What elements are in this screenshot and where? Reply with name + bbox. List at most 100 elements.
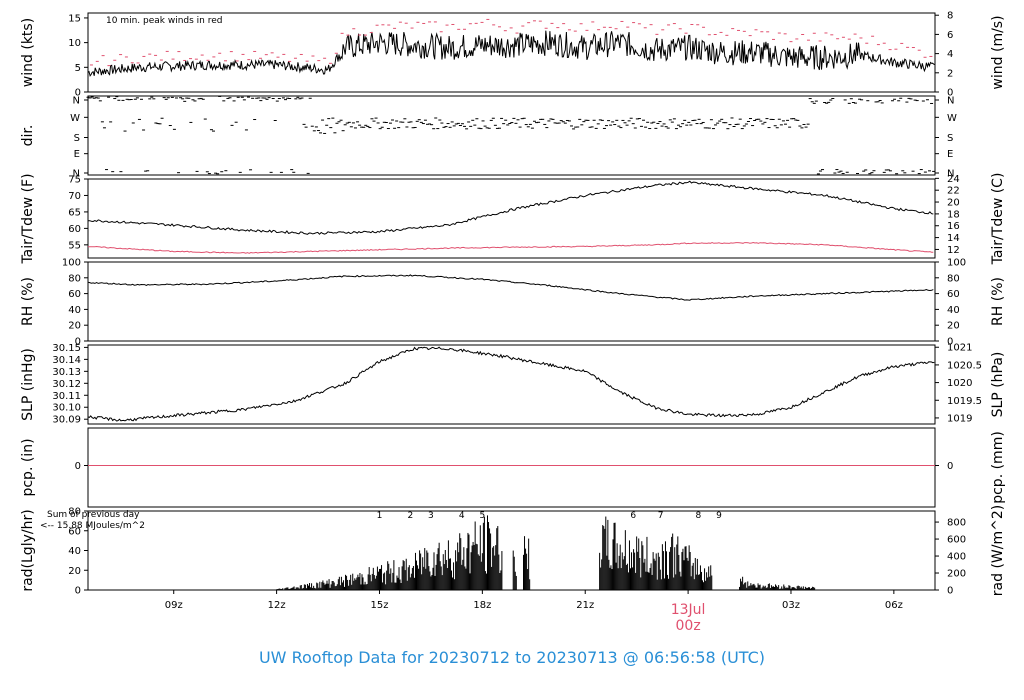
y-tick-label-right: 800 [947, 518, 966, 529]
y-tick-label-left: 80 [68, 273, 81, 284]
y-tick-label-right: 18 [947, 209, 960, 220]
y-tick-label-right: 400 [947, 552, 966, 563]
y-tick-label-right: N [947, 96, 954, 107]
y-tick-label-right: 200 [947, 569, 966, 580]
y-axis-label-right: wind (m/s) [990, 15, 1006, 89]
y-axis-label-left: pcp. (in) [20, 438, 36, 496]
y-tick-label-left: 70 [68, 191, 81, 202]
y-tick-label-right: S [947, 133, 953, 144]
x-tick-label: 21z [576, 600, 594, 611]
y-tick-label-left: 100 [62, 258, 81, 269]
x-tick-label: 03z [782, 600, 800, 611]
y-tick-label-left: 20 [68, 566, 81, 577]
y-axis-label-right: pcp. (mm) [990, 431, 1006, 504]
panel-frame [87, 427, 936, 508]
rad-marker-label: 1 [377, 511, 383, 521]
rad-marker-label: 4 [459, 511, 465, 521]
y-tick-label-left: 10 [68, 38, 81, 49]
y-axis-label-left: SLP (inHg) [20, 348, 36, 421]
y-axis-label-left: RH (%) [20, 277, 36, 326]
dewpoint-line [87, 241, 934, 254]
panel-frame [87, 95, 936, 176]
y-axis-label-left: wind (kts) [20, 18, 36, 87]
y-tick-label-left: 30.14 [52, 355, 81, 366]
y-tick-label-left: 20 [68, 321, 81, 332]
y-tick-label-right: 600 [947, 535, 966, 546]
y-axis-label-right: SLP (hPa) [990, 352, 1006, 418]
y-axis-label-left: rad(Lgly/hr) [20, 509, 36, 591]
y-tick-label-left: N [73, 96, 80, 107]
y-tick-label-right: N [947, 169, 954, 180]
y-tick-label-left: 55 [68, 240, 81, 251]
pressure-line [87, 346, 935, 422]
y-tick-label-right: 100 [947, 258, 966, 269]
y-axis-label-left: Tair/Tdew (F) [20, 173, 36, 264]
y-tick-label-left: 60 [68, 526, 81, 537]
x-tick-label: 09z [165, 600, 183, 611]
y-tick-label-right: 20 [947, 321, 960, 332]
y-axis-label-right: RH (%) [990, 277, 1006, 326]
y-tick-label-left: 5 [75, 63, 81, 74]
y-tick-label-right: W [947, 113, 957, 124]
y-tick-label-left: 40 [68, 305, 81, 316]
rad-marker-label: 7 [658, 511, 664, 521]
y-tick-label-left: 60 [68, 224, 81, 235]
panel-frame [87, 261, 936, 342]
rad-marker-label: 2 [407, 511, 413, 521]
y-tick-label-left: 0 [75, 88, 81, 99]
y-tick-label-right: 1020.5 [947, 360, 982, 371]
peak-wind-note: 10 min. peak winds in red [106, 16, 223, 26]
x-date-label-hour: 00z [676, 618, 701, 634]
rad-annotation-line1: Sum of previous day [47, 510, 140, 520]
y-tick-label-left: W [70, 113, 80, 124]
y-tick-label-right: 2 [947, 68, 953, 79]
y-tick-label-left: 80 [68, 507, 81, 518]
y-tick-label-left: N [73, 169, 80, 180]
y-tick-label-right: 40 [947, 305, 960, 316]
air-temperature-line [87, 180, 934, 235]
y-tick-label-right: 4 [947, 49, 953, 60]
y-tick-label-right: 60 [947, 289, 960, 300]
x-tick-label: 06z [885, 600, 903, 611]
y-axis-label-right: Tair/Tdew (C) [990, 173, 1006, 266]
x-tick-label: 15z [370, 600, 388, 611]
relative-humidity-line [87, 274, 934, 301]
panel-frame [87, 178, 936, 259]
rad-marker-label: 3 [428, 511, 434, 521]
y-tick-label-left: 30.10 [52, 403, 81, 414]
y-tick-label-left: 75 [68, 175, 81, 186]
y-tick-label-right: 16 [947, 221, 960, 232]
y-tick-label-right: 6 [947, 30, 953, 41]
y-tick-label-right: 0 [947, 88, 953, 99]
y-tick-label-right: 1019 [947, 413, 972, 424]
y-tick-label-right: 1021 [947, 343, 972, 354]
y-tick-label-right: 0 [947, 586, 953, 597]
y-tick-label-right: 14 [947, 233, 960, 244]
y-tick-label-left: 30.13 [52, 367, 81, 378]
y-tick-label-left: 30.11 [52, 391, 81, 402]
y-tick-label-right: 0 [947, 461, 953, 472]
panel-frame [87, 344, 936, 425]
y-tick-label-left: 0 [75, 586, 81, 597]
x-tick-label: 18z [473, 600, 491, 611]
y-tick-label-right: E [947, 149, 953, 160]
y-tick-label-left: 30.12 [52, 379, 81, 390]
y-tick-label-left: 0 [75, 337, 81, 348]
rad-marker-label: 8 [696, 511, 702, 521]
y-tick-label-right: 80 [947, 273, 960, 284]
y-tick-label-left: 40 [68, 546, 81, 557]
rad-marker-label: 6 [630, 511, 636, 521]
y-tick-label-right: 20 [947, 198, 960, 209]
y-tick-label-left: 15 [68, 13, 81, 24]
chart-footer-title: UW Rooftop Data for 20230712 to 20230713… [258, 648, 766, 667]
y-tick-label-right: 22 [947, 186, 960, 197]
y-tick-label-right: 8 [947, 11, 953, 22]
x-date-label: 13Jul [671, 602, 706, 618]
y-tick-label-right: 0 [947, 337, 953, 348]
y-tick-label-left: E [74, 149, 80, 160]
panel-frame [87, 510, 936, 591]
y-tick-label-right: 24 [947, 174, 960, 185]
y-tick-label-left: S [74, 133, 80, 144]
rad-annotation-line2: <-- 15.88 MJoules/m^2 [40, 521, 145, 531]
